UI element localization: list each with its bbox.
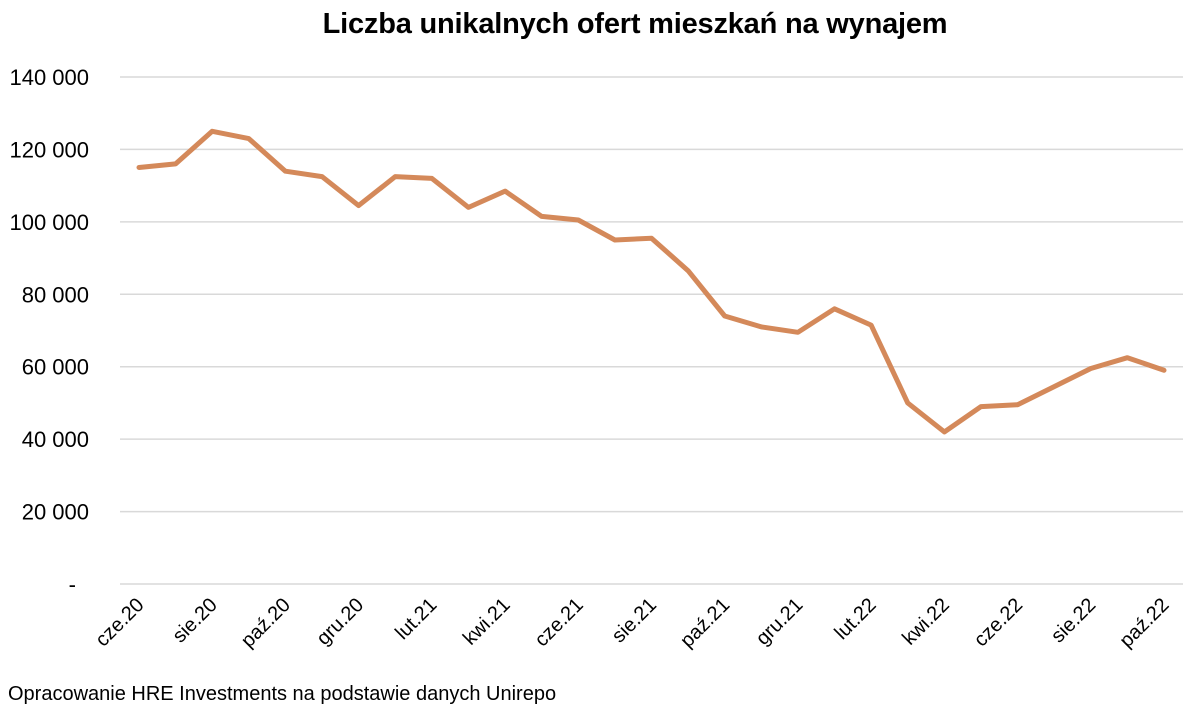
x-tick-label: cze.22 — [970, 594, 1027, 651]
x-tick-label: sie.22 — [1047, 594, 1100, 647]
x-tick-label: sie.20 — [168, 594, 221, 647]
x-tick-label: paź.22 — [1116, 594, 1174, 652]
x-tick-label: lut.22 — [831, 594, 881, 644]
chart-title: Liczba unikalnych ofert mieszkań na wyna… — [322, 8, 948, 40]
data-series-line — [136, 128, 1167, 435]
y-tick-label: 20 000 — [22, 500, 89, 525]
x-axis-labels: cze.20 sie.20 paź.20 gru.20 lut.21 kwi.21 cze.… — [91, 594, 1173, 652]
x-tick-label: lut.21 — [391, 594, 441, 644]
x-tick-label: cze.21 — [531, 594, 588, 651]
gridlines — [120, 76, 1183, 585]
y-tick-label: - — [69, 572, 76, 597]
y-axis-labels: - 20 000 40 000 60 000 80 000 100 000 120 000 1… — [9, 65, 89, 597]
x-tick-label: sie.21 — [608, 594, 661, 647]
x-tick-label: kwi.21 — [459, 594, 515, 650]
y-tick-label: 40 000 — [22, 427, 89, 452]
x-tick-label: kwi.22 — [898, 594, 954, 650]
y-tick-label: 140 000 — [9, 65, 89, 90]
y-tick-label: 100 000 — [9, 210, 89, 235]
x-tick-label: cze.20 — [91, 594, 148, 651]
source-note: Opracowanie HRE Investments na podstawie… — [8, 683, 557, 705]
x-tick-label: gru.21 — [752, 594, 808, 650]
y-tick-label: 60 000 — [22, 355, 89, 380]
x-tick-label: paź.21 — [676, 594, 734, 652]
y-tick-label: 80 000 — [22, 282, 89, 307]
x-tick-label: gru.20 — [313, 594, 369, 650]
x-tick-label: paź.20 — [237, 594, 295, 652]
y-tick-label: 120 000 — [9, 137, 89, 162]
